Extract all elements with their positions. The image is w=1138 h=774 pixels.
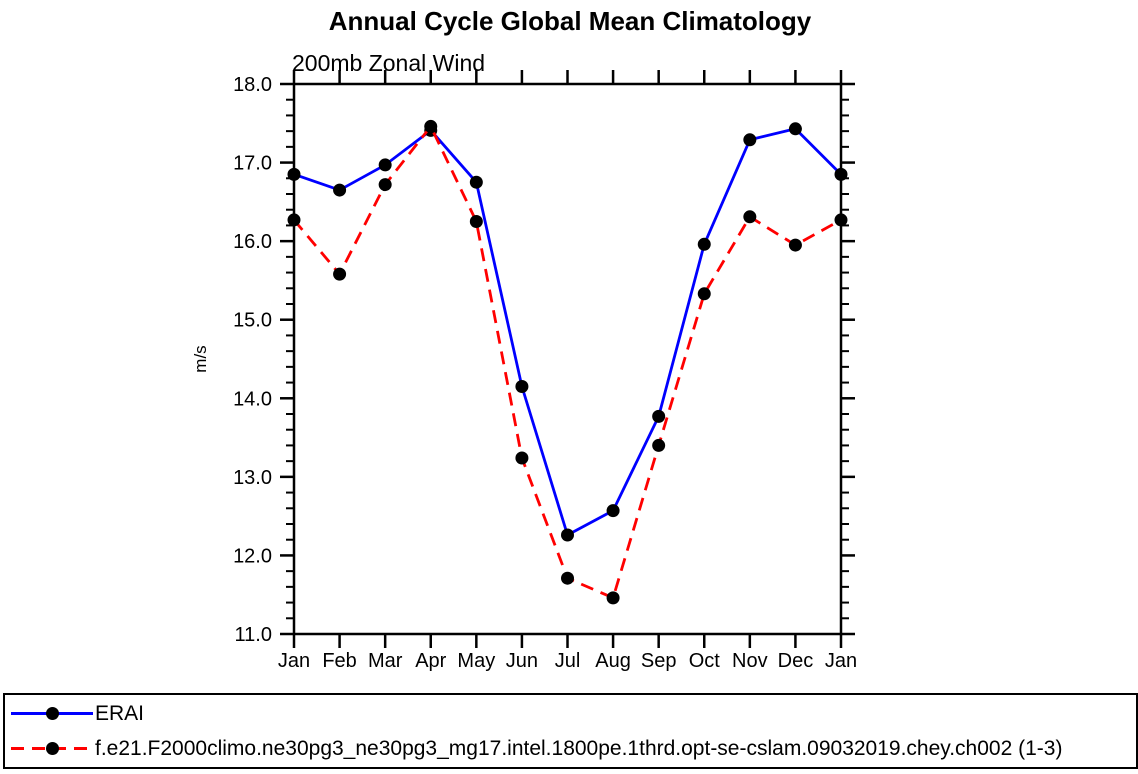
x-tick-label: Jul — [555, 650, 581, 672]
x-tick-label: Jan — [278, 650, 310, 672]
x-tick-label: Jun — [506, 650, 538, 672]
y-tick-label: 16.0 — [233, 231, 272, 253]
x-tick-label: Oct — [689, 650, 721, 672]
x-tick-label: Jan — [825, 650, 857, 672]
series-line-1 — [292, 125, 842, 600]
y-tick-label: 12.0 — [233, 545, 272, 567]
x-tick-label: Apr — [415, 650, 446, 672]
legend-entry-erai: ERAI — [11, 696, 1136, 730]
legend-label-model: f.e21.F2000climo.ne30pg3_ne30pg3_mg17.in… — [95, 737, 1063, 761]
legend-marker-dot-icon — [45, 742, 59, 756]
series-1-marker — [424, 119, 438, 133]
axis-ticks — [280, 70, 855, 648]
data-series — [287, 119, 848, 605]
x-tick-label: Aug — [595, 650, 631, 672]
y-tick-label: 18.0 — [233, 74, 272, 96]
y-tick-label: 15.0 — [233, 310, 272, 332]
series-1-marker — [743, 210, 757, 224]
series-0-marker — [378, 158, 392, 172]
plot-frame — [292, 82, 843, 636]
series-1-marker — [378, 178, 392, 192]
legend-line-sample-dashed-red-icon — [11, 742, 93, 756]
axis-tick-labels: Jan Feb Mar Apr May Jun Jul Aug Sep Oct Nov Dec Jan 1… — [233, 74, 857, 672]
annual-cycle-chart: Annual Cycle Global Mean Climatology 200… — [191, 6, 857, 672]
series-0-marker — [743, 133, 757, 147]
chart-title: Annual Cycle Global Mean Climatology — [329, 6, 812, 36]
series-0-marker — [333, 183, 347, 197]
series-1-marker — [606, 591, 620, 605]
series-1-marker — [561, 571, 574, 585]
y-tick-label: 17.0 — [233, 153, 272, 175]
series-1-marker — [834, 213, 848, 227]
series-1-marker — [333, 267, 347, 281]
y-tick-label: 13.0 — [233, 467, 272, 489]
chart-subtitle: 200mb Zonal Wind — [292, 50, 485, 76]
y-tick-label: 11.0 — [235, 624, 272, 646]
series-0-marker — [697, 237, 711, 251]
y-tick-label: 14.0 — [233, 388, 272, 410]
series-1-marker — [788, 238, 802, 252]
plot-box — [292, 82, 843, 636]
series-0-marker — [788, 122, 802, 136]
series-0-marker — [652, 409, 666, 423]
series-0-marker — [515, 380, 529, 393]
series-1-marker — [697, 287, 711, 301]
legend-label-erai: ERAI — [95, 701, 145, 725]
x-tick-label: Feb — [322, 650, 356, 672]
x-tick-label: Mar — [368, 650, 403, 672]
series-1-marker — [515, 451, 529, 465]
legend: ERAI f.e21.F2000climo.ne30pg3_ne30pg3_mg… — [3, 693, 1138, 769]
series-0-marker — [606, 504, 620, 518]
series-0-marker — [287, 167, 301, 181]
series-1-marker — [652, 438, 666, 452]
x-tick-label: Sep — [641, 650, 677, 672]
series-line-0 — [293, 127, 842, 537]
y-axis-label: m/s — [191, 345, 210, 372]
series-0-marker — [834, 167, 848, 181]
series-0-marker — [469, 175, 483, 189]
series-1-marker — [287, 213, 301, 227]
series-0-marker — [561, 528, 574, 542]
x-tick-label: Nov — [732, 650, 768, 672]
series-1-marker — [469, 215, 483, 228]
legend-marker-dot-icon — [45, 706, 59, 720]
legend-line-sample-solid-blue-icon — [11, 706, 93, 720]
legend-entry-model: f.e21.F2000climo.ne30pg3_ne30pg3_mg17.in… — [11, 732, 1136, 766]
x-tick-label: May — [457, 650, 495, 672]
x-tick-label: Dec — [778, 650, 814, 672]
